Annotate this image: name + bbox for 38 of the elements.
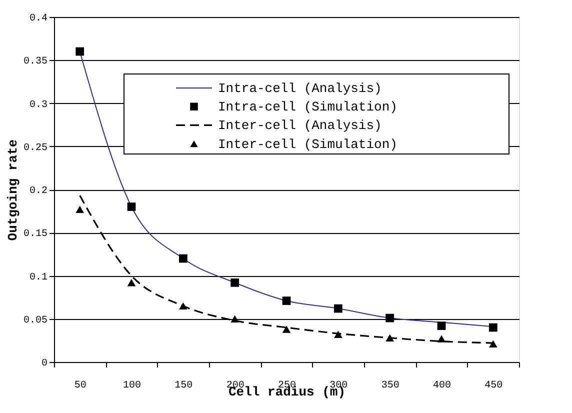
x-tick-label: 100 [122, 380, 142, 392]
y-tick-label: 0.05 [23, 315, 48, 326]
point [334, 330, 342, 338]
point [76, 47, 84, 56]
point [178, 254, 188, 263]
point [230, 278, 240, 287]
y-tick-label: 0.25 [23, 142, 48, 154]
point [282, 326, 291, 333]
point [127, 279, 136, 286]
x-tick-label: 350 [381, 380, 400, 392]
point [386, 334, 394, 342]
legend-label: Intra-cell (Analysis) [218, 81, 382, 96]
point [127, 202, 136, 211]
point [386, 314, 394, 322]
point [488, 323, 498, 332]
legend-label: Inter-cell (Simulation) [218, 136, 398, 152]
legend-label: Inter-cell (Analysis) [218, 118, 382, 134]
y-tick-label: 0.1 [29, 272, 48, 284]
point [76, 206, 84, 213]
y-tick-label: 0 [41, 358, 48, 370]
legend-label: Intra-cell (Simulation) [218, 100, 398, 115]
point [437, 335, 446, 342]
point [488, 340, 498, 348]
point [230, 315, 240, 322]
x-tick-label: 400 [432, 380, 452, 392]
y-tick-label: 0.4 [29, 14, 48, 24]
x-tick-label: 450 [484, 380, 503, 392]
point [178, 302, 188, 310]
point [282, 296, 291, 305]
y-axis-title: Outgoing rate [5, 139, 20, 241]
y-tick-label: 0.35 [23, 56, 48, 68]
y-tick-label: 0.15 [23, 229, 48, 240]
x-tick-label: 150 [174, 380, 193, 392]
y-tick-label: 0.3 [29, 100, 48, 111]
point [334, 304, 342, 313]
y-tick-label: 0.2 [29, 186, 48, 197]
point [437, 322, 446, 330]
x-tick-label: 50 [74, 380, 86, 392]
